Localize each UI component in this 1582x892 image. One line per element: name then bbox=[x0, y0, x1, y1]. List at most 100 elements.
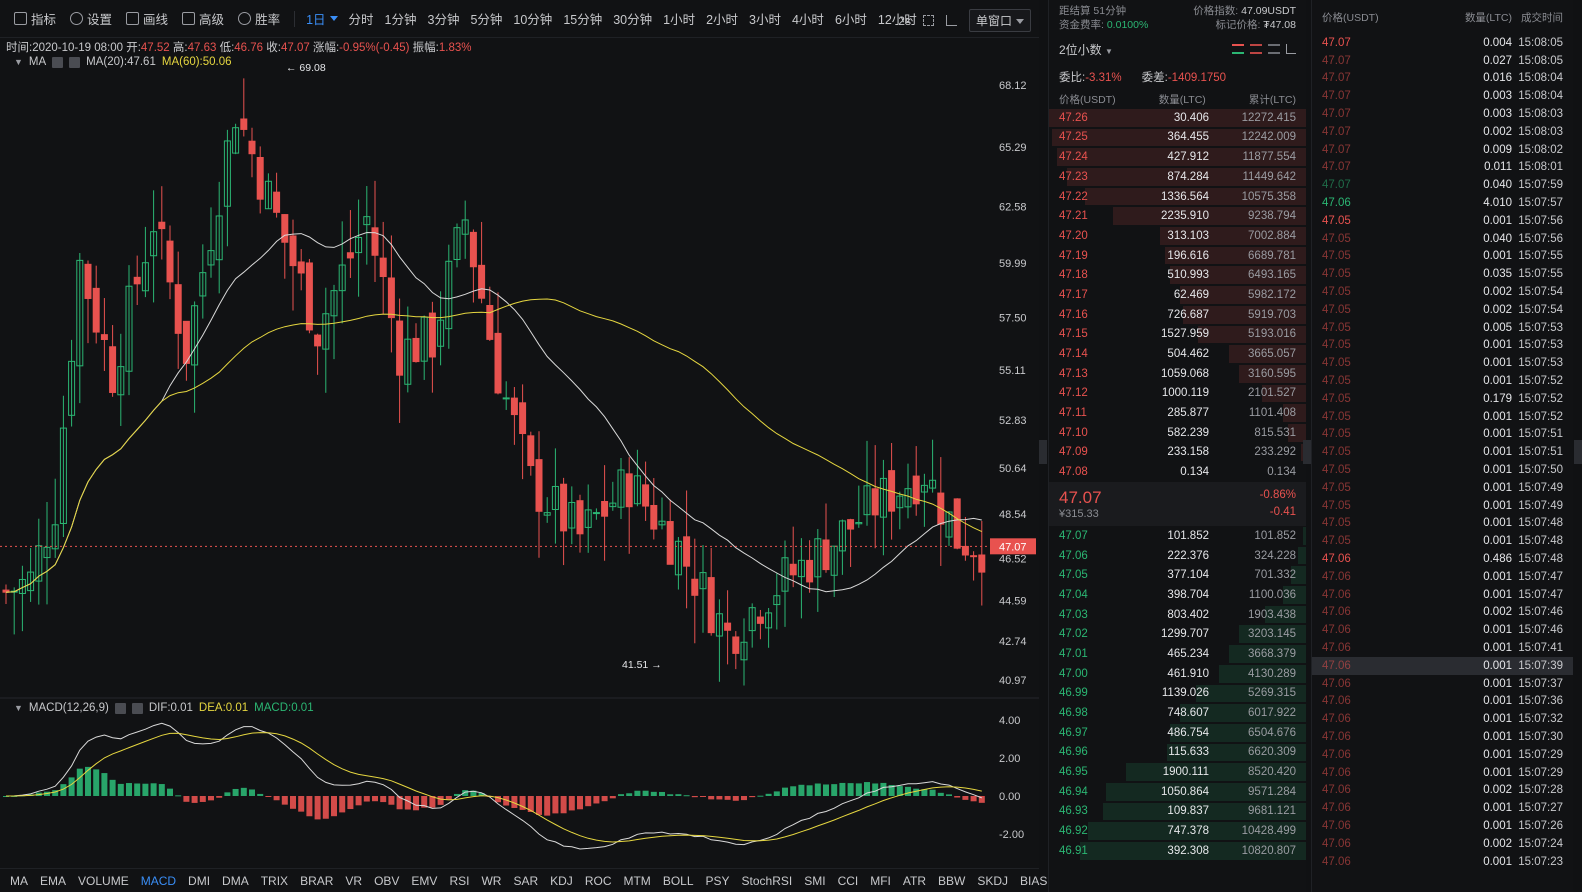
bid-row[interactable]: 46.94 1050.864 9571.284 bbox=[1049, 782, 1306, 802]
ask-row[interactable]: 47.20 313.103 7002.884 bbox=[1049, 226, 1306, 246]
period-1[interactable]: 分时 bbox=[348, 13, 374, 27]
ask-row[interactable]: 47.14 504.462 3665.057 bbox=[1049, 344, 1306, 364]
indicator-tab-bias[interactable]: BIAS bbox=[1020, 873, 1048, 888]
indicator-tab-bbw[interactable]: BBW bbox=[938, 873, 966, 888]
bid-row[interactable]: 47.04 398.704 1100.036 bbox=[1049, 585, 1306, 605]
ma-settings-icon[interactable] bbox=[52, 56, 64, 68]
bid-row[interactable]: 47.06 222.376 324.228 bbox=[1049, 546, 1306, 566]
ask-row[interactable]: 47.17 62.469 5982.172 bbox=[1049, 285, 1306, 305]
period-0[interactable]: 1日 bbox=[306, 13, 326, 27]
ma-close-icon[interactable] bbox=[69, 56, 81, 68]
panel-collapse-handle[interactable] bbox=[1303, 440, 1311, 464]
ask-row[interactable]: 47.26 30.406 12272.415 bbox=[1049, 108, 1306, 128]
layout-asks-icon[interactable] bbox=[1250, 44, 1262, 54]
ask-row[interactable]: 47.10 582.239 815.531 bbox=[1049, 423, 1306, 443]
period-11[interactable]: 4小时 bbox=[791, 13, 824, 27]
bid-row[interactable]: 46.92 747.378 10428.499 bbox=[1049, 821, 1306, 841]
indicator-tab-macd[interactable]: MACD bbox=[140, 873, 177, 888]
bid-row[interactable]: 46.97 486.754 6504.676 bbox=[1049, 723, 1306, 743]
panel-collapse-handle[interactable] bbox=[1039, 440, 1047, 464]
indicator-tab-vr[interactable]: VR bbox=[345, 873, 363, 888]
ask-row[interactable]: 47.12 1000.119 2101.527 bbox=[1049, 384, 1306, 404]
advanced-button[interactable]: 高级 bbox=[182, 9, 224, 28]
indicator-tab-stochrsi[interactable]: StochRSI bbox=[741, 873, 793, 888]
macd-close-icon[interactable] bbox=[131, 702, 143, 714]
indicator-tab-emv[interactable]: EMV bbox=[411, 873, 438, 888]
win-rate-button[interactable]: 胜率 bbox=[238, 9, 280, 28]
indicator-tab-skdj[interactable]: SKDJ bbox=[977, 873, 1009, 888]
indicator-tab-mfi[interactable]: MFI bbox=[870, 873, 891, 888]
indicator-button[interactable]: 指标 bbox=[14, 9, 56, 28]
bid-row[interactable]: 47.02 1299.707 3203.145 bbox=[1049, 624, 1306, 644]
ask-row[interactable]: 47.19 196.616 6689.781 bbox=[1049, 246, 1306, 266]
refresh-interval[interactable]: 2s bbox=[898, 13, 911, 28]
bid-row[interactable]: 46.91 392.308 10820.807 bbox=[1049, 841, 1306, 861]
bid-row[interactable]: 47.03 803.402 1903.438 bbox=[1049, 605, 1306, 625]
ask-row[interactable]: 47.25 364.455 12242.009 bbox=[1049, 128, 1306, 148]
indicator-tab-mtm[interactable]: MTM bbox=[623, 873, 651, 888]
period-6[interactable]: 15分钟 bbox=[563, 13, 603, 27]
indicator-tab-dma[interactable]: DMA bbox=[222, 873, 249, 888]
indicator-tab-roc[interactable]: ROC bbox=[584, 873, 612, 888]
indicator-tab-atr[interactable]: ATR bbox=[902, 873, 927, 888]
period-2[interactable]: 1分钟 bbox=[384, 13, 417, 27]
period-10[interactable]: 3小时 bbox=[749, 13, 781, 27]
kline-chart[interactable]: 68.12 65.29 62.58 59.99 57.50 55.11 52.83 50.64… bbox=[0, 0, 1039, 868]
layout-bids-icon[interactable] bbox=[1268, 44, 1280, 54]
ask-row[interactable]: 47.11 285.877 1101.408 bbox=[1049, 403, 1306, 423]
bid-row[interactable]: 47.05 377.104 701.332 bbox=[1049, 565, 1306, 585]
settings-button[interactable]: 设置 bbox=[70, 9, 112, 28]
bid-row[interactable]: 46.95 1900.111 8520.420 bbox=[1049, 762, 1306, 782]
indicator-tab-dmi[interactable]: DMI bbox=[188, 873, 211, 888]
period-12[interactable]: 6小时 bbox=[834, 13, 867, 27]
period-8[interactable]: 1小时 bbox=[663, 13, 696, 27]
bid-row[interactable]: 47.07 101.852 101.852 bbox=[1049, 526, 1306, 546]
draw-line-button[interactable]: 画线 bbox=[126, 9, 168, 28]
indicator-tab-trix[interactable]: TRIX bbox=[260, 873, 289, 888]
popout-icon[interactable] bbox=[945, 15, 957, 26]
chevron-down-icon[interactable] bbox=[329, 16, 338, 21]
period-13[interactable]: 12小时 bbox=[877, 13, 917, 27]
ask-row[interactable]: 47.13 1059.068 3160.595 bbox=[1049, 364, 1306, 384]
indicator-tab-brar[interactable]: BRAR bbox=[300, 873, 334, 888]
period-5[interactable]: 10分钟 bbox=[513, 13, 553, 27]
indicator-tab-smi[interactable]: SMI bbox=[804, 873, 826, 888]
indicator-tab-obv[interactable]: OBV bbox=[374, 873, 400, 888]
ask-row[interactable]: 47.21 2235.910 9238.794 bbox=[1049, 206, 1306, 226]
layout-both-icon[interactable] bbox=[1232, 44, 1244, 54]
bid-row[interactable]: 47.00 461.910 4130.289 bbox=[1049, 664, 1306, 684]
trades-scroll-handle[interactable] bbox=[1574, 440, 1582, 464]
ask-row[interactable]: 47.22 1336.564 10575.358 bbox=[1049, 187, 1306, 207]
precision-select[interactable]: 2位小数 ▼ bbox=[1059, 42, 1113, 57]
collapse-icon[interactable]: ▼ bbox=[14, 703, 23, 713]
indicator-tab-psy[interactable]: PSY bbox=[705, 873, 730, 888]
collapse-icon[interactable]: ▼ bbox=[14, 57, 23, 67]
macd-settings-icon[interactable] bbox=[114, 702, 126, 714]
indicator-tab-volume[interactable]: VOLUME bbox=[78, 873, 129, 888]
period-7[interactable]: 30分钟 bbox=[613, 13, 653, 27]
period-4[interactable]: 5分钟 bbox=[470, 13, 503, 27]
fullscreen-icon[interactable] bbox=[922, 15, 934, 26]
bid-row[interactable]: 46.99 1139.026 5269.315 bbox=[1049, 684, 1306, 704]
ask-row[interactable]: 47.24 427.912 11877.554 bbox=[1049, 147, 1306, 167]
bid-row[interactable]: 46.98 748.607 6017.922 bbox=[1049, 703, 1306, 723]
period-3[interactable]: 3分钟 bbox=[427, 13, 460, 27]
ask-row[interactable]: 47.23 874.284 11449.642 bbox=[1049, 167, 1306, 187]
ask-row[interactable]: 47.08 0.134 0.134 bbox=[1049, 462, 1306, 482]
bid-row[interactable]: 46.93 109.837 9681.121 bbox=[1049, 802, 1306, 822]
indicator-tab-kdj[interactable]: KDJ bbox=[550, 873, 573, 888]
ask-row[interactable]: 47.18 510.993 6493.165 bbox=[1049, 265, 1306, 285]
ask-row[interactable]: 47.16 726.687 5919.703 bbox=[1049, 305, 1306, 325]
indicator-tab-ma[interactable]: MA bbox=[10, 873, 28, 888]
bid-row[interactable]: 47.01 465.234 3668.379 bbox=[1049, 644, 1306, 664]
period-9[interactable]: 2小时 bbox=[706, 13, 739, 27]
indicator-tab-rsi[interactable]: RSI bbox=[449, 873, 470, 888]
indicator-tab-wr[interactable]: WR bbox=[481, 873, 502, 888]
indicator-tab-sar[interactable]: SAR bbox=[513, 873, 539, 888]
popout-icon[interactable] bbox=[1286, 44, 1296, 54]
ask-row[interactable]: 47.15 1527.959 5193.016 bbox=[1049, 325, 1306, 345]
indicator-tab-ema[interactable]: EMA bbox=[40, 873, 67, 888]
ask-row[interactable]: 47.09 233.158 233.292 bbox=[1049, 443, 1306, 463]
indicator-tab-cci[interactable]: CCI bbox=[837, 873, 859, 888]
window-mode-select[interactable]: 单窗口 bbox=[968, 9, 1031, 32]
